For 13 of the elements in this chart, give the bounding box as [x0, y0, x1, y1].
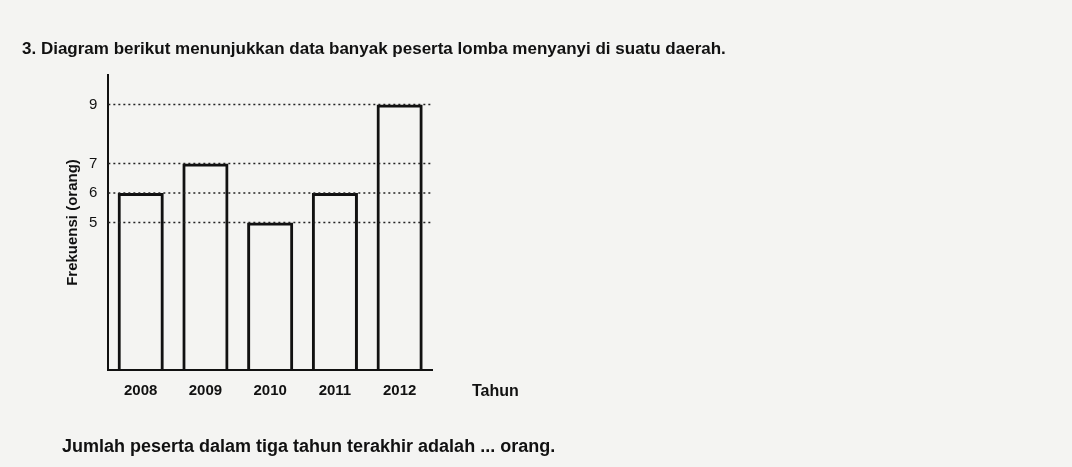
x-tick-label: 2009	[188, 381, 223, 399]
y-axis-title: Frekuensi (orang)	[63, 159, 81, 286]
x-tick-label: 2008	[124, 381, 158, 399]
y-tick-label: 9	[89, 94, 98, 112]
text: Jumlah peserta dalam tiga tahun terakhir adalah ... orang.	[62, 436, 556, 456]
x-axis-title: Tahun	[472, 382, 519, 400]
x-tick-label: 2012	[382, 381, 417, 399]
x-tick-label: 2010	[253, 381, 287, 399]
y-tick-label: 6	[89, 183, 98, 201]
y-tick-label: 7	[89, 153, 98, 171]
chart-title: 3. Diagram berikut menunjukkan data banyak peserta lomba menyanyi di suatu daerah.	[22, 39, 726, 58]
y-tick-label: 5	[89, 212, 98, 230]
x-tick-label: 2011	[318, 381, 352, 399]
